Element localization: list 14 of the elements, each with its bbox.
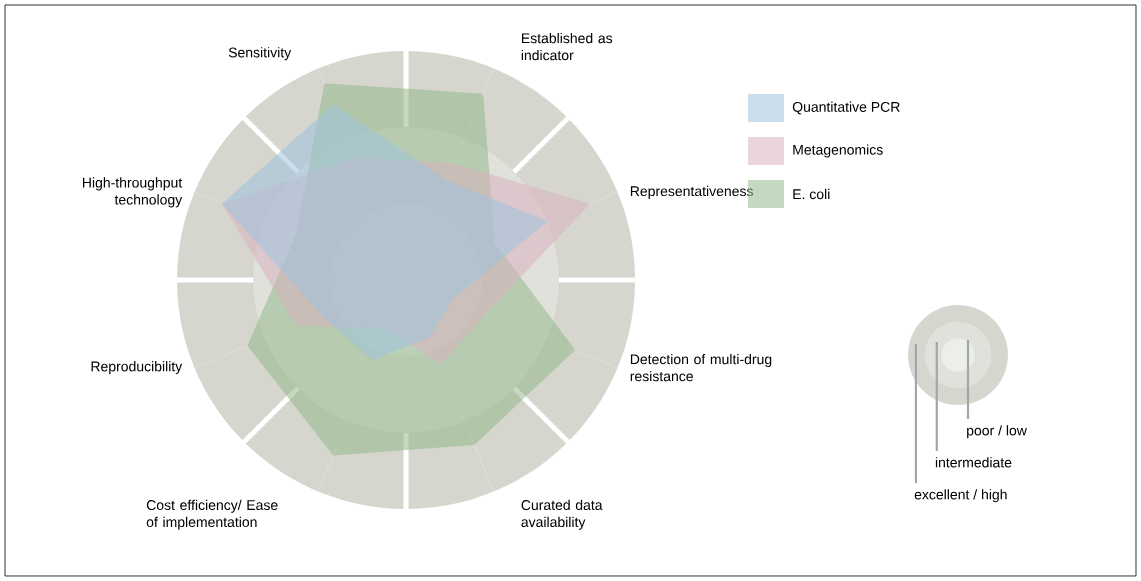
spoke-label: Curated data availability — [521, 499, 603, 530]
spoke-label: High-throughput technology — [83, 177, 183, 208]
spoke-label: Detection of multi-drug resistance — [630, 353, 772, 382]
spoke-label: Cost efficiency/ Ease of implementation — [146, 499, 278, 530]
legend-label: Quantitative PCR — [792, 101, 900, 115]
text: excellent / high — [914, 489, 1007, 503]
legend-label: E. coli — [793, 188, 830, 200]
spoke-label: Sensitivity — [228, 47, 292, 61]
text: intermediate — [935, 457, 1012, 468]
spoke-label: Reproducibility — [91, 361, 183, 375]
legend-label: Metagenomics — [793, 144, 883, 158]
text: poor / low — [967, 425, 1027, 439]
spoke-label: Representativeness — [630, 185, 753, 199]
spoke-label: Established as indicator — [521, 32, 613, 61]
